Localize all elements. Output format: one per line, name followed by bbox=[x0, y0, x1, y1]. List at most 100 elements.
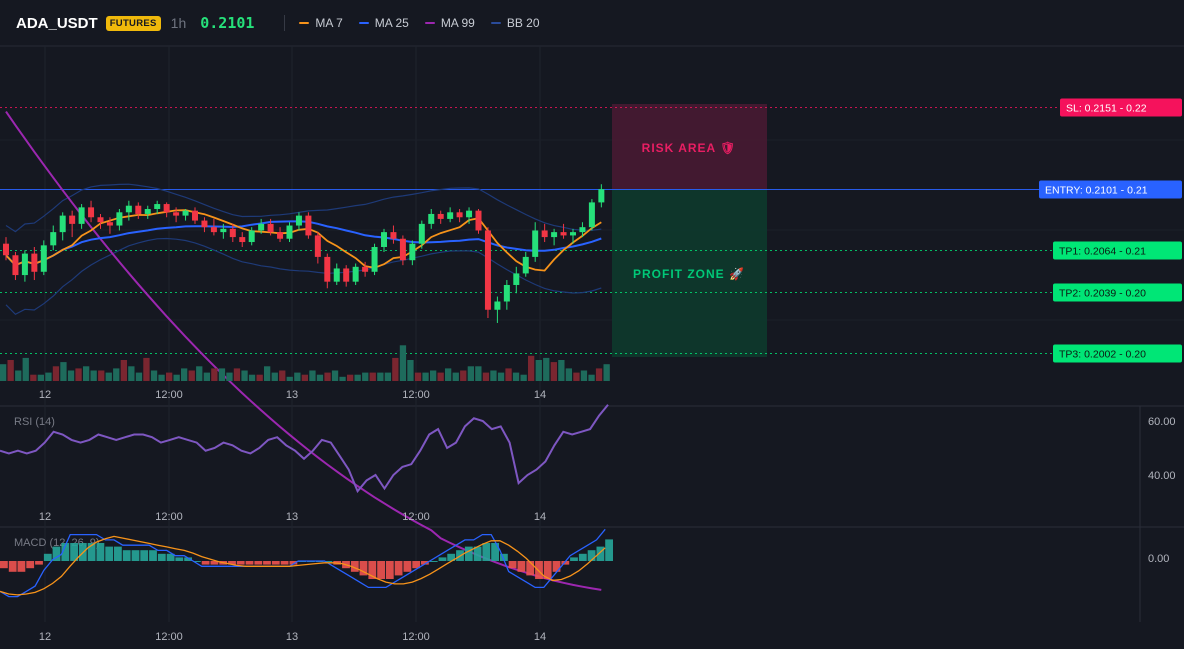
macd-bar bbox=[429, 561, 438, 562]
candle-body bbox=[305, 215, 312, 236]
macd-bar bbox=[596, 546, 605, 561]
macd-bar bbox=[491, 543, 499, 561]
level-tag-1[interactable] bbox=[1039, 180, 1182, 199]
candle-body bbox=[418, 223, 425, 244]
macd-bar bbox=[105, 546, 114, 561]
legend-ma99[interactable]: MA 99 bbox=[424, 16, 475, 30]
candle-body bbox=[21, 253, 28, 276]
time-tick-4: 14 bbox=[534, 389, 546, 401]
level-tag-0[interactable] bbox=[1060, 98, 1182, 117]
candle bbox=[522, 251, 529, 277]
legend-bb20[interactable]: BB 20 bbox=[490, 16, 540, 30]
volume-bar bbox=[512, 372, 520, 381]
candle bbox=[409, 240, 416, 266]
candle bbox=[125, 200, 132, 221]
volume-bar bbox=[535, 360, 542, 381]
ma99-line bbox=[5, 111, 602, 591]
candle-body bbox=[409, 243, 416, 261]
candle-body bbox=[173, 212, 180, 216]
volume-bar bbox=[407, 360, 414, 381]
candle-body bbox=[31, 253, 38, 272]
volume-bar bbox=[271, 372, 278, 381]
macd-bar bbox=[0, 561, 8, 569]
level-tag-4[interactable] bbox=[1053, 344, 1182, 363]
profit-zone-box bbox=[612, 189, 767, 357]
volume-bar bbox=[286, 376, 293, 381]
candle-body bbox=[59, 215, 66, 233]
volume-bar bbox=[460, 370, 467, 381]
volume-bar bbox=[135, 372, 143, 381]
bollinger-bands bbox=[5, 183, 602, 316]
volume-bar bbox=[309, 370, 316, 381]
macd-bar bbox=[605, 539, 613, 561]
candle-body bbox=[437, 213, 444, 219]
candle bbox=[21, 250, 28, 282]
candle bbox=[295, 212, 302, 231]
candle bbox=[466, 207, 473, 224]
candle bbox=[333, 263, 340, 285]
interval-label[interactable]: 1h bbox=[170, 15, 187, 31]
risk-area-label: RISK AREA 🛡 bbox=[642, 141, 737, 155]
candle bbox=[220, 223, 227, 239]
macd-bar bbox=[8, 561, 17, 572]
candle bbox=[447, 207, 454, 223]
rsi-tick-40: 40.00 bbox=[1148, 470, 1176, 482]
candle bbox=[588, 199, 595, 231]
volume-bar bbox=[196, 366, 203, 381]
volume-bar bbox=[143, 357, 150, 381]
macd-bar bbox=[166, 553, 175, 561]
candle bbox=[324, 253, 331, 289]
legend-ma25[interactable]: MA 25 bbox=[358, 16, 409, 30]
candle-body bbox=[503, 284, 510, 302]
macd-bar bbox=[175, 557, 184, 561]
candle-body bbox=[333, 268, 340, 282]
volume-bar bbox=[218, 368, 226, 381]
macd-bar bbox=[280, 561, 289, 565]
candle-body bbox=[381, 232, 387, 247]
candle bbox=[314, 232, 321, 264]
candle bbox=[210, 218, 217, 236]
candle bbox=[362, 261, 369, 277]
candle-body bbox=[513, 273, 520, 285]
volume-bar bbox=[226, 372, 233, 381]
candle-body bbox=[541, 230, 548, 238]
legend-ma7[interactable]: MA 7 bbox=[299, 16, 343, 30]
volume-bar bbox=[60, 362, 67, 381]
candle-body bbox=[192, 210, 198, 221]
level-tag-3[interactable] bbox=[1053, 283, 1182, 302]
macd-bar bbox=[289, 561, 298, 565]
candle bbox=[106, 217, 113, 234]
macd-bar bbox=[201, 561, 210, 565]
volume-bar bbox=[181, 368, 188, 381]
macd-bar bbox=[394, 561, 403, 576]
time-tick-1: 12:00 bbox=[155, 511, 183, 523]
candlesticks bbox=[3, 184, 605, 323]
macd-bar bbox=[61, 543, 70, 561]
candle-body bbox=[399, 238, 406, 261]
candle-body bbox=[125, 205, 132, 213]
candle bbox=[192, 207, 198, 224]
symbol-name[interactable]: ADA_USDT bbox=[16, 14, 98, 32]
time-tick-2: 13 bbox=[286, 511, 298, 523]
volume-bar bbox=[392, 357, 399, 381]
macd-bar bbox=[403, 561, 412, 572]
candle-body bbox=[295, 215, 302, 226]
volume-bar bbox=[452, 372, 459, 381]
level-tag-text-1: ENTRY: 0.2101 - 0.21 bbox=[1045, 185, 1148, 197]
candle bbox=[116, 209, 123, 231]
volume-bar bbox=[490, 370, 497, 381]
macd-bar bbox=[245, 561, 254, 565]
volume-bar bbox=[75, 368, 82, 381]
candle bbox=[267, 218, 274, 236]
candle bbox=[484, 227, 491, 319]
price-level-tags[interactable]: SL: 0.2151 - 0.22 ENTRY: 0.2101 - 0.21 TP1… bbox=[1039, 98, 1182, 363]
macd-bar bbox=[140, 550, 149, 561]
legend-ma25-label: MA 25 bbox=[374, 16, 409, 30]
macd-bar bbox=[52, 546, 61, 561]
volume-bar bbox=[550, 362, 557, 381]
candle bbox=[258, 218, 265, 234]
legend-bb20-label: BB 20 bbox=[506, 16, 540, 30]
level-tag-2[interactable] bbox=[1053, 241, 1182, 260]
macd-bar bbox=[377, 561, 385, 579]
